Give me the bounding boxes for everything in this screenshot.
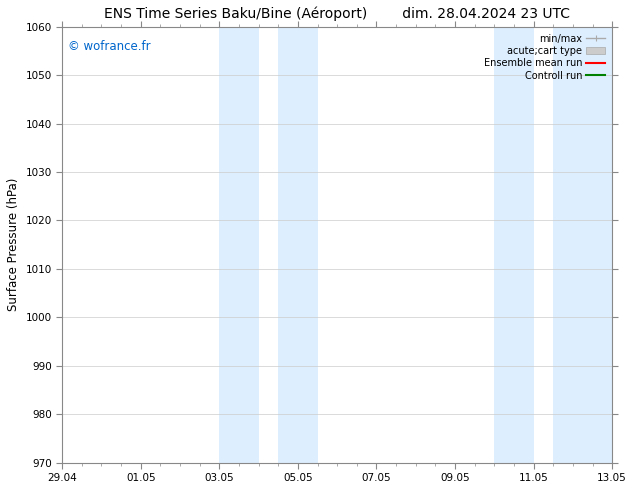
Bar bbox=[219, 27, 259, 463]
Legend: min/max, acute;cart type, Ensemble mean run, Controll run: min/max, acute;cart type, Ensemble mean … bbox=[482, 32, 607, 83]
Bar bbox=[553, 27, 612, 463]
Bar bbox=[278, 27, 318, 463]
Y-axis label: Surface Pressure (hPa): Surface Pressure (hPa) bbox=[7, 178, 20, 312]
Title: ENS Time Series Baku/Bine (Aéroport)        dim. 28.04.2024 23 UTC: ENS Time Series Baku/Bine (Aéroport) dim… bbox=[104, 7, 570, 22]
Bar bbox=[495, 27, 534, 463]
Text: © wofrance.fr: © wofrance.fr bbox=[68, 40, 150, 53]
